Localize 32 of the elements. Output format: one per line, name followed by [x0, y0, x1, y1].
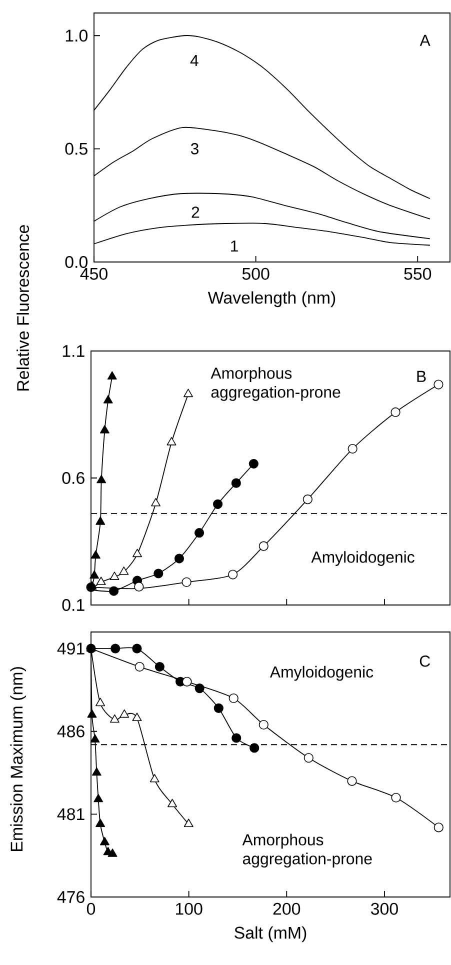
- annotation: Amorphous aggregation-prone: [210, 367, 340, 401]
- annotation: A: [420, 34, 430, 46]
- x-tick-label: 100: [176, 902, 202, 915]
- y-tick-label: 1.1: [62, 345, 84, 357]
- annotation: 3: [190, 143, 198, 154]
- y-tick-label: 481: [57, 808, 84, 820]
- x-tick-label: 300: [370, 902, 398, 915]
- x-tick-label: 550: [404, 268, 432, 280]
- x-tick-label: 450: [80, 268, 108, 280]
- annotation: 4: [190, 55, 198, 66]
- y-tick-label: 1.0: [66, 30, 88, 42]
- annotation: 1: [231, 240, 238, 252]
- y-tick-label: 0.1: [62, 599, 84, 611]
- y-tick-label: 0.0: [65, 256, 88, 268]
- x-tick-label: 200: [273, 902, 300, 915]
- y-axis-title: Relative Fluorescence: [16, 225, 30, 390]
- x-tick-label: 0: [86, 902, 96, 915]
- annotation: B: [417, 370, 426, 382]
- y-tick-label: 0.5: [65, 142, 88, 155]
- annotation: C: [420, 656, 430, 667]
- y-tick-label: 476: [57, 891, 84, 903]
- x-axis-title: Salt (mM): [234, 926, 306, 942]
- annotation: Amyloidogenic: [311, 551, 414, 566]
- annotation: 2: [192, 206, 200, 218]
- y-tick-label: 486: [57, 725, 84, 738]
- y-tick-label: 491: [57, 642, 84, 655]
- x-tick-label: 500: [242, 268, 270, 280]
- annotation: Amyloidogenic: [270, 666, 374, 681]
- x-axis-title: Wavelength (nm): [208, 291, 336, 308]
- y-axis-title: Emission Maximum (nm): [10, 667, 26, 851]
- annotation: Amorphous aggregation-prone: [242, 834, 372, 868]
- y-tick-label: 0.6: [62, 472, 84, 484]
